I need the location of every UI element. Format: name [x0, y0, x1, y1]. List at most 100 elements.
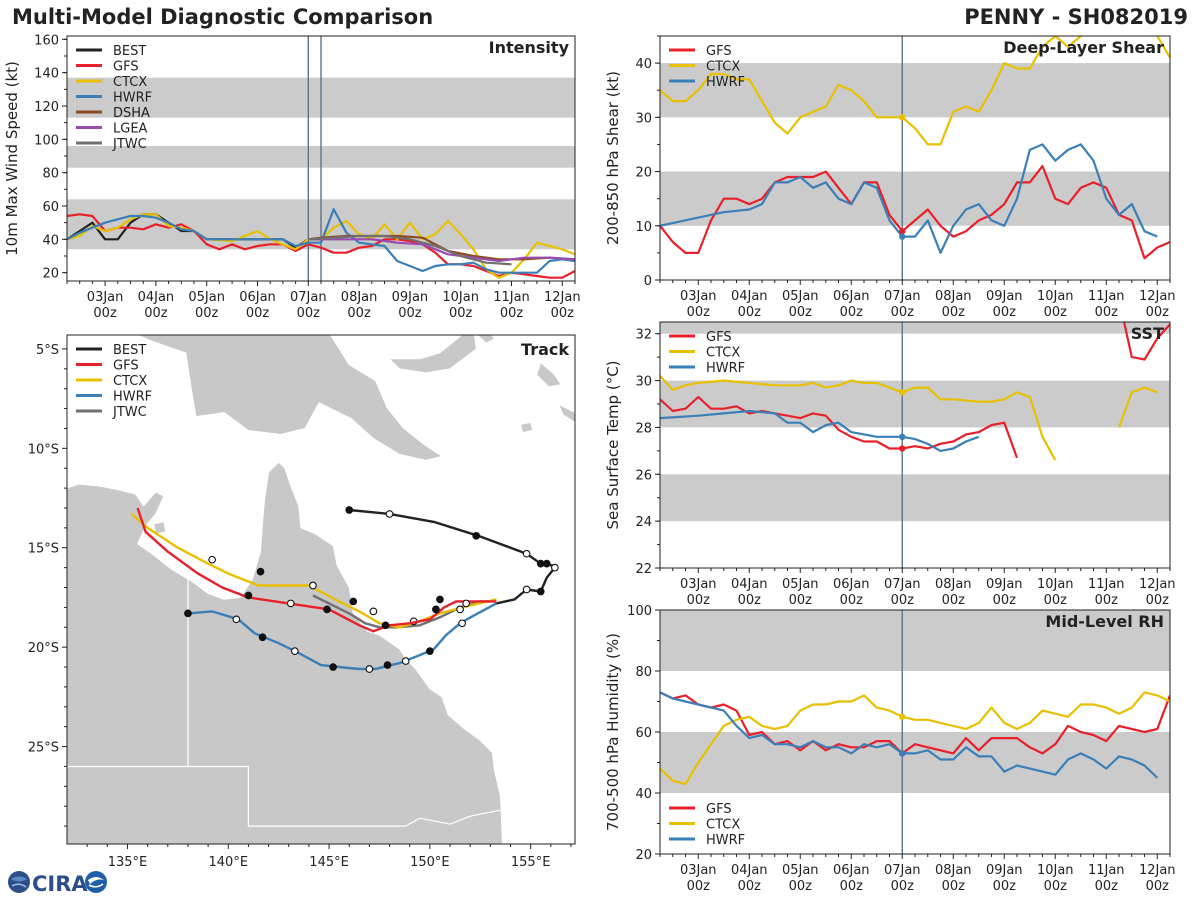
track-point-hwrf: [401, 657, 410, 665]
land-mass-1: [153, 521, 167, 535]
sst-ylabel: Sea Surface Temp (°C): [604, 360, 622, 529]
intensity-series-ctcx-2: [67, 213, 575, 279]
track-chart: 135°E 140°E 145°E 150°E 155°E 5°S 10°S 15°S 20°S…: [28, 334, 576, 870]
track-xtick-label: 150°E: [410, 855, 450, 870]
sst-xtick-label: 10Jan 00z: [1037, 577, 1074, 608]
land-mass-4: [476, 335, 495, 344]
track-legend-label-ctcx: CTCX: [113, 374, 147, 389]
rh-ytick-label: 100: [627, 604, 652, 619]
track-legend-label-best: BEST: [113, 343, 146, 358]
storm-id: PENNY - SH082019: [964, 5, 1188, 29]
shear-xtick-label: 11Jan 00z: [1088, 289, 1125, 320]
shear-xtick-label: 05Jan 00z: [782, 289, 819, 320]
intensity-xtick-label: 12Jan 00z: [544, 290, 581, 321]
intensity-xtick-label: 07Jan 00z: [290, 290, 327, 321]
rh-xtick-label: 05Jan 00z: [782, 863, 819, 894]
rh-series-gfs-0: [660, 691, 1170, 755]
track-map: [67, 335, 575, 844]
track-point-ctcx: [369, 607, 378, 616]
track-point-gfs: [244, 591, 253, 600]
rh-xtick-label: 11Jan 00z: [1088, 863, 1125, 894]
intensity-series-jtwc-6: [308, 234, 512, 266]
shear-band-0: [660, 171, 1170, 226]
shear-xtick-label: 06Jan 00z: [833, 289, 870, 320]
shear-analysis-dot-gfs: [899, 228, 906, 235]
state-border-1: [188, 765, 501, 827]
rh-ytick-label: 20: [635, 848, 652, 863]
rh-xtick-label: 03Jan 00z: [680, 863, 717, 894]
sst-analysis-dot-gfs: [899, 445, 906, 452]
rh-ytick-label: 80: [635, 665, 652, 680]
track-point-best: [550, 563, 559, 572]
intensity-legend-label-jtwc: JTWC: [112, 137, 147, 152]
shear-xtick-label: 03Jan 00z: [680, 289, 717, 320]
intensity-xtick-label: 08Jan 00z: [341, 290, 378, 321]
track-xtick-label: 155°E: [511, 855, 551, 870]
intensity-legend-label-hwrf: HWRF: [113, 91, 152, 106]
sst-xtick-label: 11Jan 00z: [1088, 577, 1125, 608]
shear-ytick-label: 0: [644, 274, 652, 289]
sst-xtick-label: 07Jan 00z: [884, 577, 921, 608]
intensity-legend-label-dsha: DSHA: [113, 106, 150, 121]
sst-analysis-dot-hwrf: [899, 433, 906, 440]
shear-ytick-label: 20: [635, 166, 652, 181]
shear-analysis-dot-hwrf: [899, 233, 906, 240]
sst-legend-label-ctcx: CTCX: [706, 346, 740, 361]
track-ytick-label: 10°S: [28, 442, 59, 457]
track-xtick-label: 135°E: [108, 855, 148, 870]
land-mass-5: [536, 362, 562, 388]
sst-ytick-label: 32: [635, 328, 652, 343]
sst-ytick-label: 22: [635, 562, 652, 577]
shear-xtick-label: 04Jan 00z: [731, 289, 768, 320]
rh-xtick-label: 09Jan 00z: [986, 863, 1023, 894]
track-legend-label-jtwc: JTWC: [112, 405, 147, 420]
shear-xtick-label: 10Jan 00z: [1037, 289, 1074, 320]
shear-analysis-dot-ctcx: [899, 114, 906, 121]
intensity-ytick-label: 160: [34, 33, 59, 48]
intensity-ytick-label: 100: [34, 133, 59, 148]
shear-series-gfs-0: [660, 165, 1170, 260]
rh-series-hwrf-2: [660, 691, 1159, 779]
sst-ytick-label: 24: [635, 515, 652, 530]
track-point-best: [522, 585, 531, 594]
intensity-ytick-label: 80: [42, 167, 59, 182]
rh-series-ctcx-1: [660, 691, 1170, 786]
track-point-best: [385, 510, 394, 518]
intensity-legend-label-ctcx: CTCX: [113, 75, 147, 90]
track-point-best: [536, 587, 545, 596]
track-point-hwrf: [184, 609, 192, 618]
track-point-hwrf: [365, 665, 374, 673]
page-title: Multi-Model Diagnostic Comparison: [12, 5, 434, 29]
track-xtick-label: 140°E: [209, 855, 249, 870]
land-mass-3: [388, 335, 477, 374]
track-legend-label-hwrf: HWRF: [113, 390, 152, 405]
shear-legend-label-gfs: GFS: [706, 44, 732, 59]
track-point-ctcx: [456, 605, 464, 614]
intensity-ylabel: 10m Max Wind Speed (kt): [3, 61, 21, 256]
shear-xtick-label: 07Jan 00z: [884, 289, 921, 320]
intensity-legend-label-lgea: LGEA: [113, 122, 148, 137]
rh-ytick-label: 60: [635, 726, 652, 741]
track-ytick-label: 20°S: [28, 641, 59, 656]
intensity-xtick-label: 06Jan 00z: [239, 290, 276, 321]
intensity-ytick-label: 20: [42, 267, 59, 282]
track-point-hwrf: [258, 633, 267, 642]
sst-xtick-label: 06Jan 00z: [833, 577, 870, 608]
shear-ytick-label: 30: [635, 111, 652, 126]
rh-xtick-label: 10Jan 00z: [1037, 863, 1074, 894]
intensity-xtick-label: 11Jan 00z: [493, 290, 530, 321]
land-mass-6: [558, 403, 575, 423]
rh-xtick-label: 04Jan 00z: [731, 863, 768, 894]
track-frame: [66, 334, 576, 845]
sst-title: SST: [1131, 324, 1164, 343]
rh-chart: 20 40 60 80 100 03Jan 00z 04Jan 00z 05Jan 00z 06Jan…: [604, 604, 1176, 894]
rh-xtick-label: 06Jan 00z: [833, 863, 870, 894]
land-mass-7: [520, 422, 534, 433]
intensity-xtick-label: 03Jan 00z: [87, 290, 124, 321]
sst-xtick-label: 12Jan 00z: [1139, 577, 1176, 608]
track-point-ctcx: [208, 555, 216, 564]
